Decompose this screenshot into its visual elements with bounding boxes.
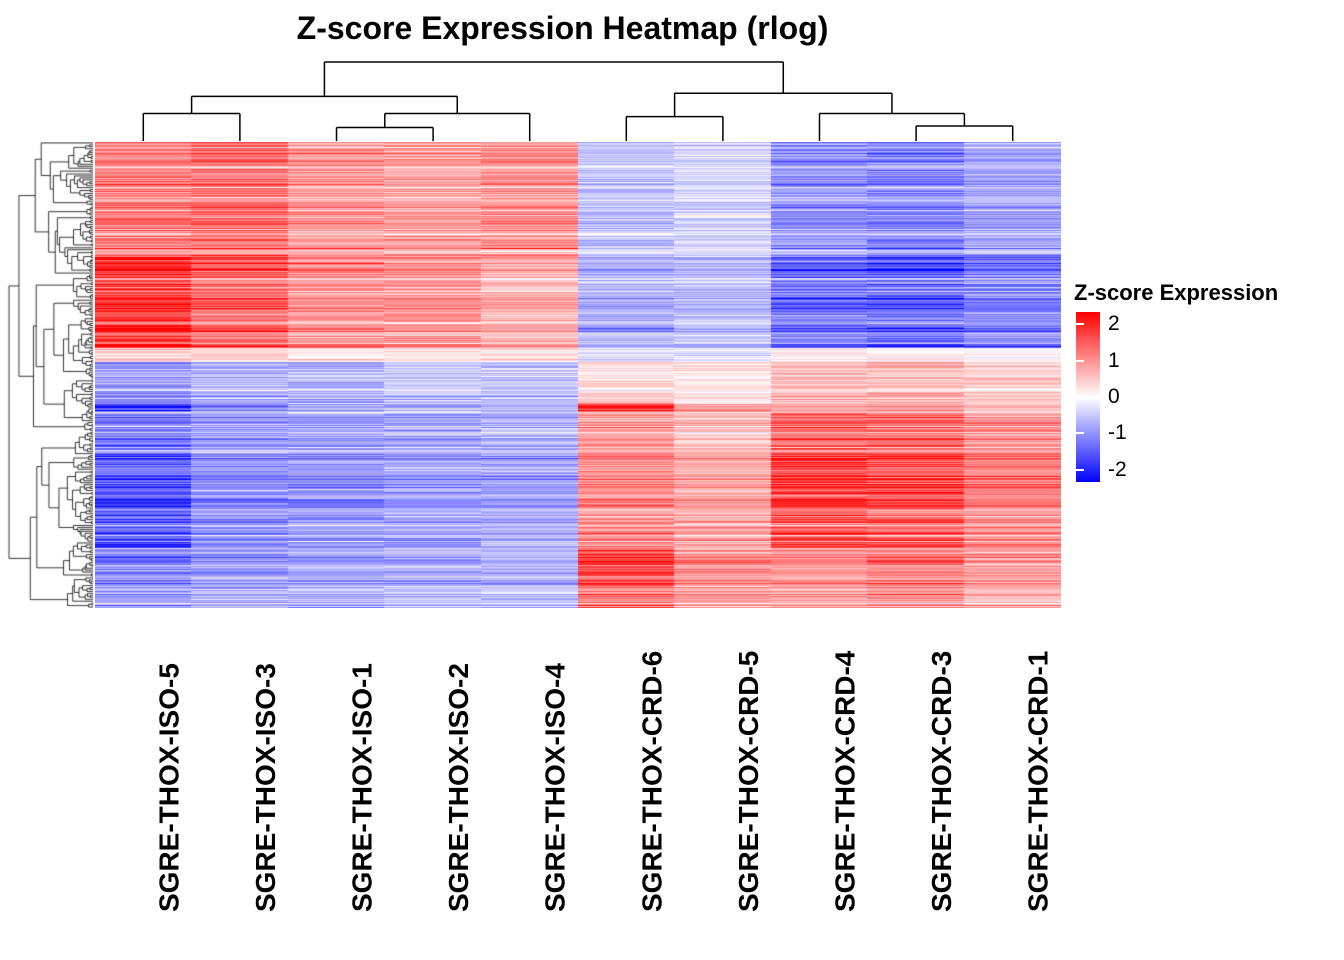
legend-tick-mark bbox=[1076, 396, 1084, 398]
row-dendrogram bbox=[5, 142, 94, 608]
legend-tick-label: 0 bbox=[1108, 385, 1120, 408]
column-label: SGRE-THOX-CRD-5 bbox=[732, 650, 764, 912]
column-label: SGRE-THOX-ISO-3 bbox=[249, 663, 281, 912]
legend-tick-mark bbox=[1076, 468, 1084, 471]
chart-title: Z-score Expression Heatmap (rlog) bbox=[296, 10, 829, 46]
column-label: SGRE-THOX-ISO-5 bbox=[153, 663, 185, 912]
legend-tick-mark bbox=[1076, 359, 1084, 362]
heatmap-canvas bbox=[95, 142, 1061, 608]
legend-tick-label: 2 bbox=[1108, 312, 1120, 336]
legend-tick-label: -1 bbox=[1108, 421, 1127, 445]
legend-tick-label: 1 bbox=[1108, 348, 1120, 372]
column-label: SGRE-THOX-CRD-4 bbox=[829, 650, 861, 912]
legend-tick-mark bbox=[1076, 323, 1084, 326]
column-label: SGRE-THOX-CRD-6 bbox=[636, 650, 668, 912]
column-label: SGRE-THOX-CRD-3 bbox=[926, 650, 958, 912]
column-label: SGRE-THOX-CRD-1 bbox=[1022, 650, 1054, 912]
column-label: SGRE-THOX-ISO-2 bbox=[443, 663, 475, 912]
legend-tick-mark bbox=[1076, 432, 1084, 435]
column-label: SGRE-THOX-ISO-1 bbox=[346, 663, 378, 912]
legend: Z-score Expression 2 1 0 -1 -2 bbox=[1072, 280, 1342, 510]
column-label: SGRE-THOX-ISO-4 bbox=[539, 663, 571, 912]
legend-title: Z-score Expression bbox=[1074, 280, 1279, 305]
legend-tick-label: -2 bbox=[1108, 457, 1127, 481]
